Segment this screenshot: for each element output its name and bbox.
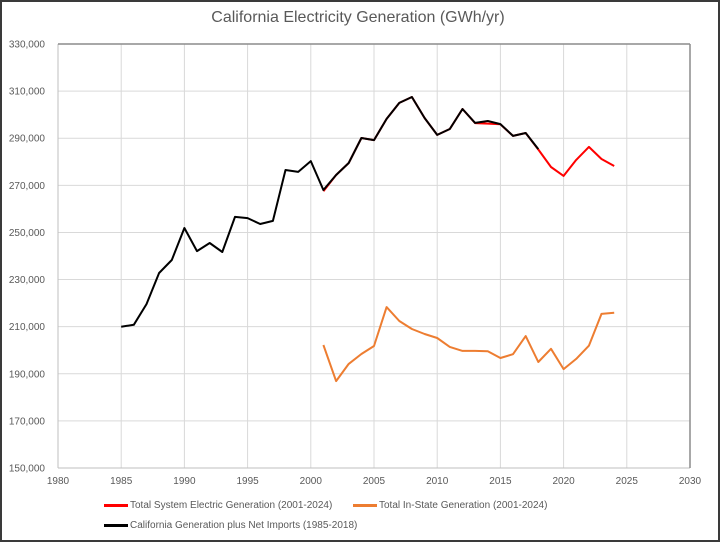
y-tick-label: 150,000 <box>9 464 46 475</box>
y-tick-label: 290,000 <box>9 134 46 145</box>
legend-label: Total System Electric Generation (2001-2… <box>130 500 333 511</box>
y-tick-label: 190,000 <box>9 369 46 380</box>
x-tick-label: 2000 <box>300 476 323 487</box>
x-tick-label: 1995 <box>236 476 259 487</box>
y-axis-ticks: 150,000 170,000 190,000 210,000 230,000 250,0… <box>9 40 46 475</box>
y-tick-label: 250,000 <box>9 228 46 239</box>
y-tick-label: 330,000 <box>9 40 46 51</box>
y-tick-label: 230,000 <box>9 275 46 286</box>
x-tick-label: 1980 <box>47 476 70 487</box>
legend-swatch-black <box>104 524 128 527</box>
x-axis-ticks: 1980 1985 1990 1995 2000 2005 2010 2015 2020 2025… <box>47 476 702 487</box>
legend-swatch-red <box>104 504 128 507</box>
x-tick-label: 2005 <box>363 476 386 487</box>
gridlines <box>58 44 690 468</box>
legend-item-generation-plus-imports: California Generation plus Net Imports (… <box>104 520 357 531</box>
series-lines <box>121 96 615 383</box>
legend-swatch-orange <box>353 504 377 507</box>
axes <box>57 43 691 469</box>
legend-label: Total In-State Generation (2001-2024) <box>379 500 548 511</box>
y-tick-label: 310,000 <box>9 87 46 98</box>
series-line-total-system <box>322 96 615 192</box>
legend-label: California Generation plus Net Imports (… <box>130 520 358 531</box>
x-tick-label: 2010 <box>426 476 449 487</box>
x-tick-label: 1990 <box>173 476 196 487</box>
legend-item-total-system: Total System Electric Generation (2001-2… <box>104 500 332 511</box>
y-tick-label: 270,000 <box>9 181 46 192</box>
x-tick-label: 1985 <box>110 476 133 487</box>
chart-title: California Electricity Generation (GWh/y… <box>211 9 505 26</box>
y-tick-label: 170,000 <box>9 416 46 427</box>
x-tick-label: 2030 <box>679 476 702 487</box>
series-line-generation-plus-imports <box>121 96 540 328</box>
x-tick-label: 2015 <box>489 476 512 487</box>
x-tick-label: 2020 <box>552 476 575 487</box>
x-tick-label: 2025 <box>616 476 639 487</box>
y-tick-label: 210,000 <box>9 322 46 333</box>
series-line-in-state <box>322 306 615 383</box>
legend-item-in-state: Total In-State Generation (2001-2024) <box>353 500 547 511</box>
